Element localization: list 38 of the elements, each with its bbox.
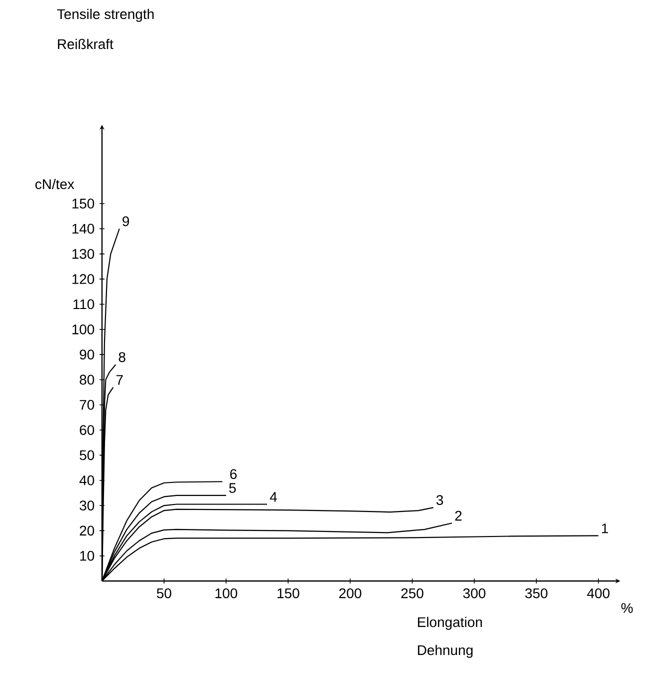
y-tick-label: 150 — [72, 198, 94, 209]
series-label: 4 — [270, 492, 277, 502]
x-tick-label: 300 — [463, 588, 486, 598]
series-label: 8 — [118, 352, 126, 362]
y-tick-label: 110 — [73, 299, 94, 310]
series-label: 2 — [455, 510, 462, 521]
y-tick-label: 120 — [72, 274, 94, 284]
y-tick-label: 40 — [79, 475, 94, 486]
y-tick-label: 50 — [80, 450, 94, 460]
series-label: 3 — [436, 495, 444, 505]
x-tick-label: 400 — [587, 588, 610, 598]
x-tick-label: 200 — [339, 588, 362, 598]
y-tick-label: 10 — [80, 550, 94, 561]
x-tick-label: 350 — [525, 588, 548, 598]
x-axis-title: Elongation — [418, 616, 482, 630]
text: % — [621, 603, 633, 613]
chart-title: Tensile strength — [57, 8, 154, 22]
x-tick-label: 250 — [401, 588, 424, 598]
y-tick-label: 130 — [72, 248, 94, 259]
chart-subtitle: Reißkraft — [58, 38, 114, 50]
x-tick-label: 100 — [216, 588, 238, 598]
y-tick-label: 20 — [80, 526, 94, 536]
x-tick-label: 50 — [156, 588, 172, 598]
y-axis-title: cN/tex — [35, 178, 74, 190]
series-label: 7 — [116, 375, 123, 385]
y-tick-label: 100 — [72, 324, 94, 334]
y-tick-label: 30 — [80, 500, 94, 510]
series-label: 6 — [230, 469, 237, 480]
y-tick-label: 80 — [80, 374, 94, 385]
text: Dehnung — [418, 644, 473, 658]
y-tick-label: 90 — [80, 350, 94, 360]
x-tick-label: 150 — [278, 588, 300, 598]
y-tick-label: 140 — [72, 224, 94, 234]
series-label: 5 — [229, 483, 236, 493]
y-tick-label: 60 — [80, 425, 94, 435]
series-label: 1 — [602, 524, 608, 534]
series-label: 9 — [122, 216, 130, 226]
y-tick-label: 70 — [80, 400, 94, 410]
